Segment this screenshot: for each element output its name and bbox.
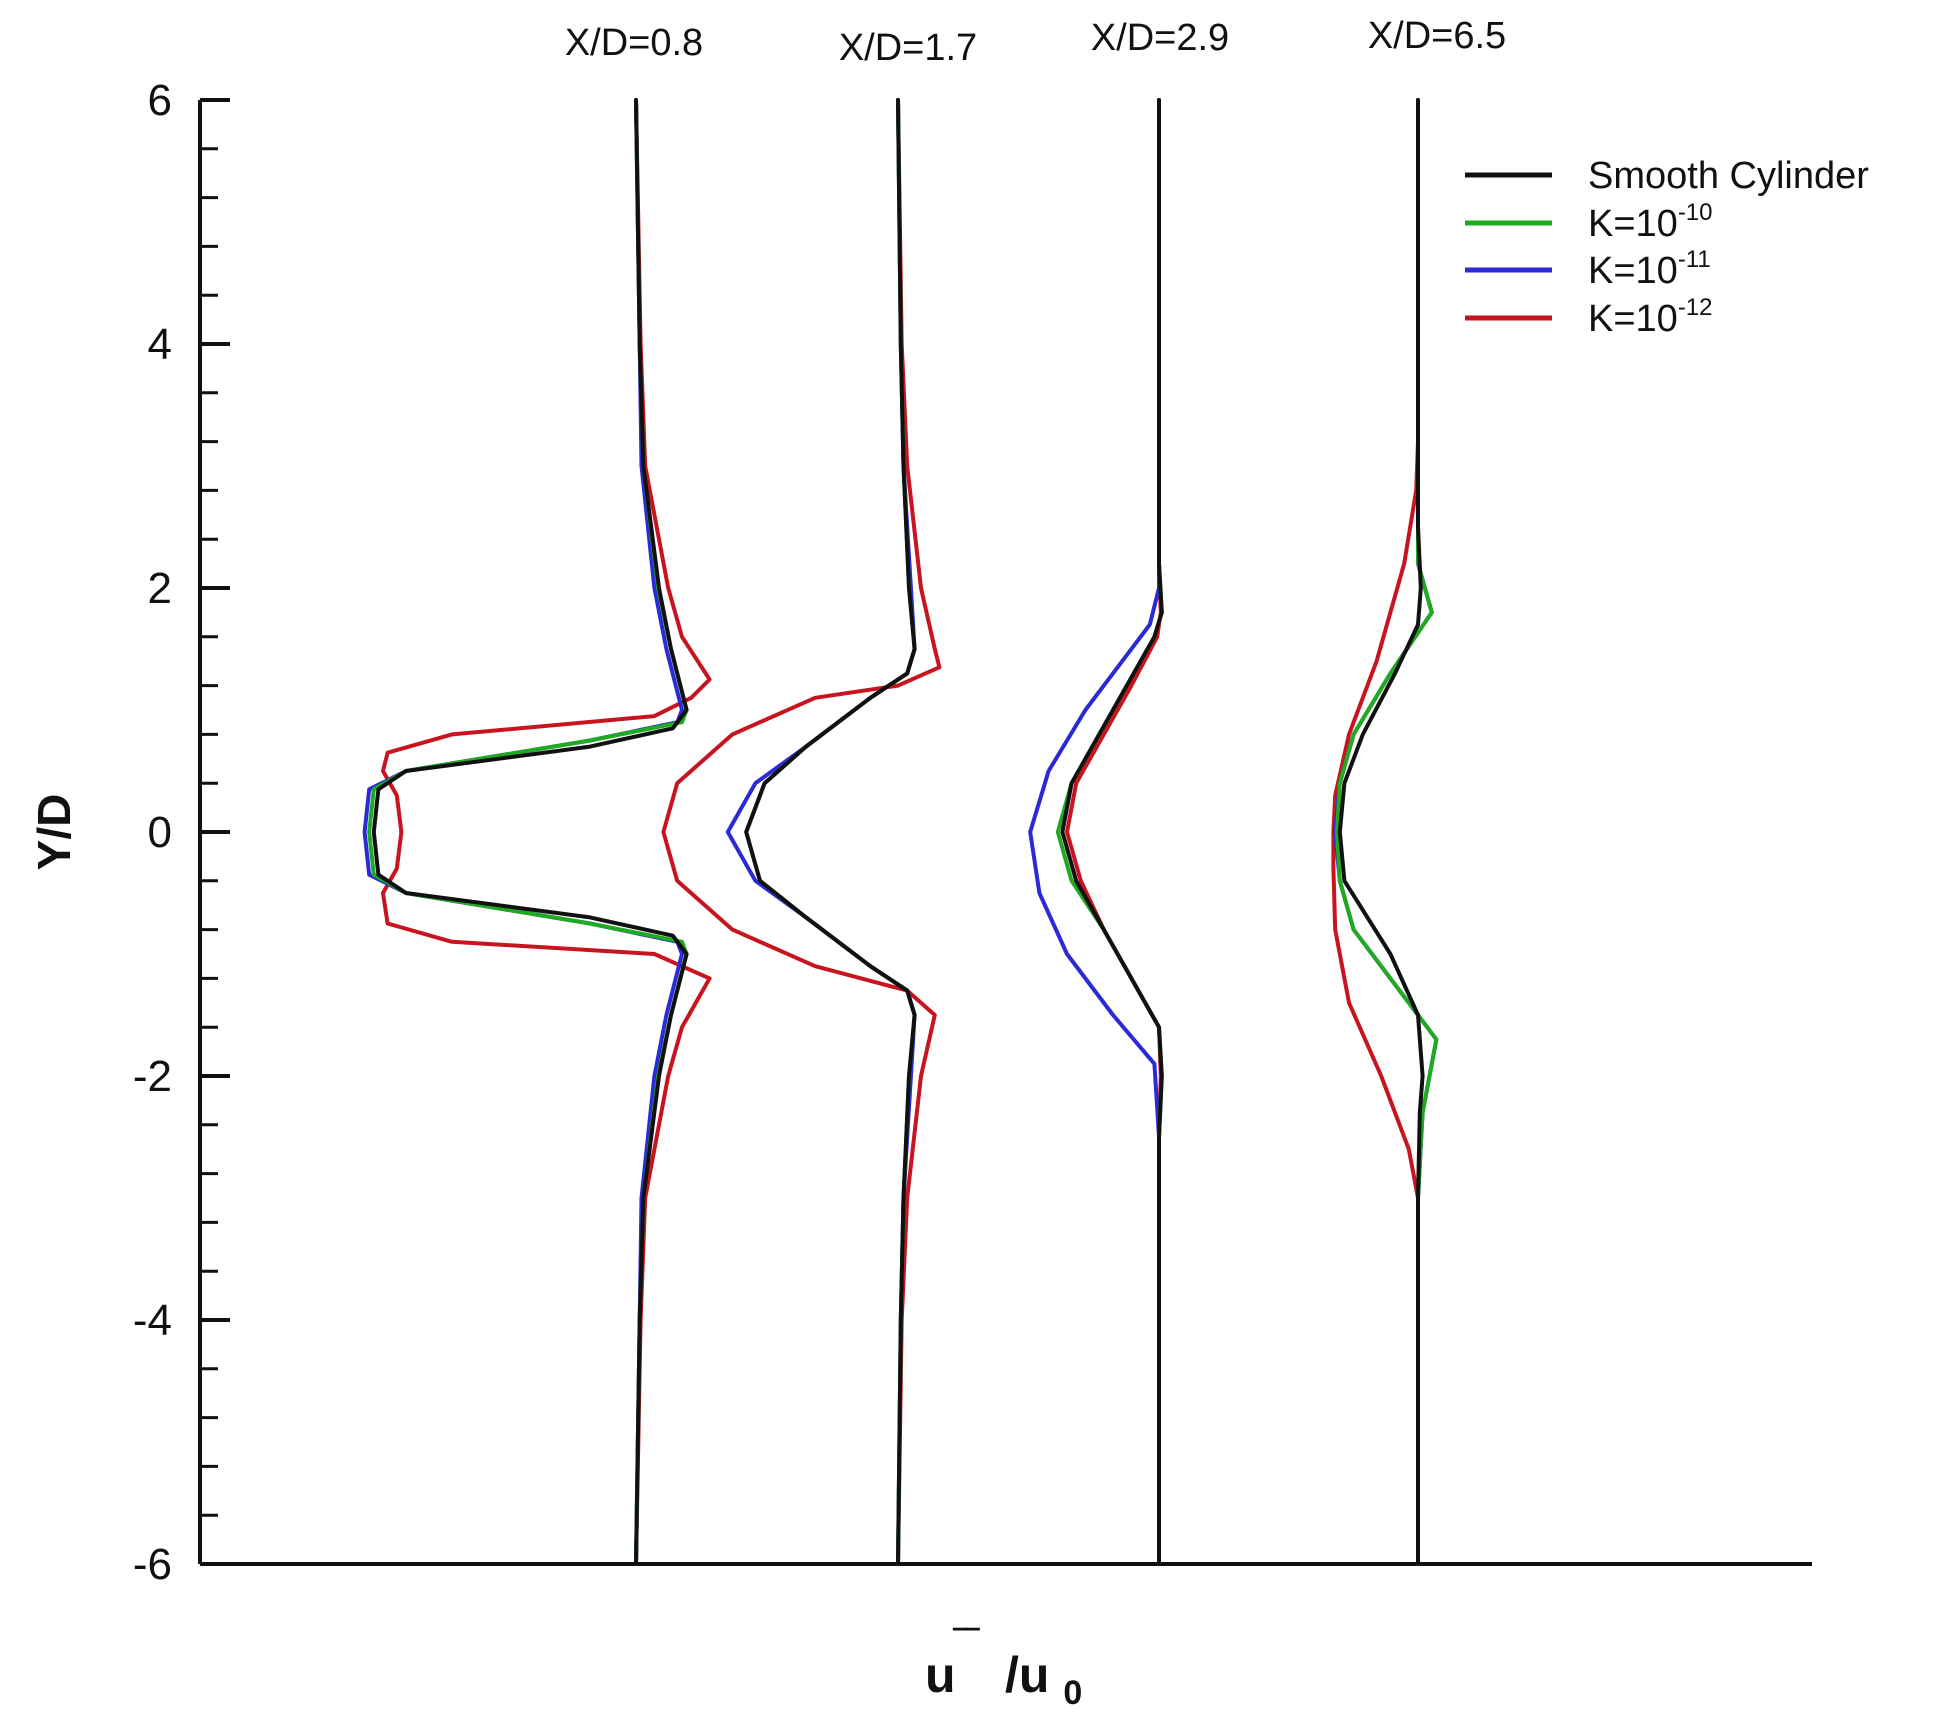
svg-text:‾‾: ‾‾: [952, 1625, 980, 1663]
y-tick-label: 6: [148, 76, 172, 125]
x-axis-label-sub: 0: [1063, 1674, 1082, 1712]
y-tick-label: 4: [148, 320, 172, 369]
y-axis-ticks: [200, 98, 230, 1566]
x-axis-label-slash: /u: [1005, 1647, 1049, 1703]
station-labels: X/D=0.8 X/D=1.7 X/D=2.9 X/D=6.5: [565, 15, 1506, 69]
station-label: X/D=1.7: [839, 27, 977, 69]
series-line-k11: [362, 98, 684, 1566]
station-label: X/D=0.8: [565, 22, 703, 64]
legend-label: K=10-10: [1588, 199, 1713, 245]
series-line-smooth: [1337, 98, 1425, 1566]
station-group: [661, 98, 942, 1566]
series-line-smooth: [1060, 98, 1164, 1566]
station-group: [1028, 98, 1164, 1566]
svg-text:/u 0: /u 0: [1005, 1647, 1082, 1712]
legend-label: K=10-12: [1588, 294, 1713, 340]
series-line-k12: [381, 98, 712, 1566]
series-line-smooth: [371, 98, 689, 1566]
legend-label: Smooth Cylinder: [1588, 155, 1869, 197]
y-tick-label: 2: [148, 564, 172, 613]
series-line-k11: [1028, 98, 1161, 1566]
series-line-k12: [661, 98, 942, 1566]
x-axis-label-overbar: ‾‾: [952, 1625, 980, 1663]
x-axis-label: u ‾‾ /u 0: [925, 1625, 1082, 1712]
y-axis-label: Y/D: [28, 794, 80, 871]
station-group: [362, 98, 712, 1566]
legend-label: K=10-11: [1588, 246, 1711, 292]
station-label: X/D=6.5: [1368, 15, 1506, 57]
station-group: [1331, 98, 1439, 1566]
y-tick-label: -2: [133, 1052, 172, 1101]
series-line-smooth: [744, 98, 917, 1566]
y-tick-label: 0: [148, 808, 172, 857]
svg-text:u: u: [925, 1647, 956, 1703]
y-tick-labels: 6 4 2 0 -2 -4 -6: [133, 76, 172, 1589]
series-layer: [362, 98, 1439, 1566]
series-line-k10: [1335, 98, 1439, 1566]
x-axis-label-base: u: [925, 1647, 956, 1703]
y-tick-label: -4: [133, 1296, 172, 1345]
y-tick-label: -6: [133, 1540, 172, 1589]
station-label: X/D=2.9: [1091, 17, 1229, 59]
